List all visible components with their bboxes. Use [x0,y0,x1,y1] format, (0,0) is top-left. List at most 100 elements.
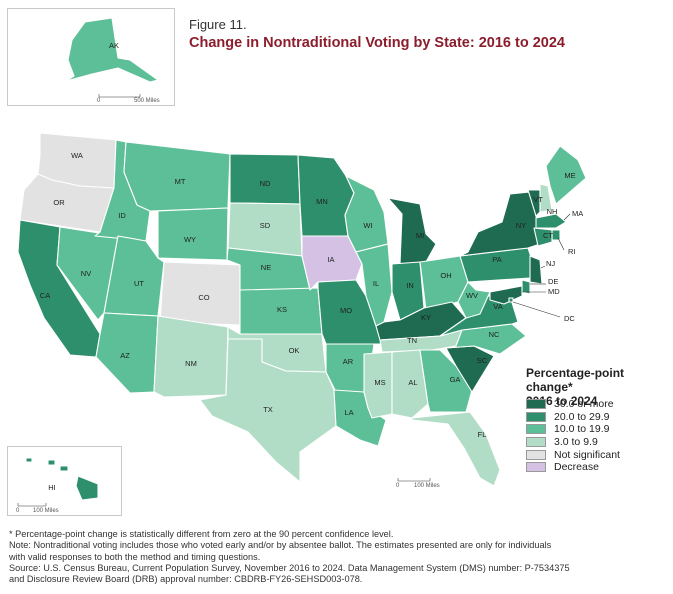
state-label-mo: MO [340,306,352,315]
legend-label: 10.0 to 19.9 [554,423,610,436]
state-label-tx: TX [263,405,273,414]
states-layer [17,17,587,501]
state-nj [529,255,543,285]
state-ny [459,191,541,257]
figure-label: Figure 11. [189,17,247,32]
legend-swatch [526,449,546,460]
state-label-sc: SC [477,356,488,365]
state-label-md: MD [548,287,560,296]
state-ri [551,229,561,241]
state-wi [344,175,389,253]
state-label-ok: OK [289,346,300,355]
state-tx [199,338,337,483]
state-label-mn: MN [316,197,328,206]
state-hi [25,457,99,501]
state-label-dc: DC [564,314,575,323]
state-wy [157,207,229,261]
state-label-il: IL [373,279,379,288]
legend-label: Decrease [554,461,599,474]
state-label-wa: WA [71,151,83,160]
note-line: and Disclosure Review Board (DRB) approv… [9,574,363,585]
state-al [391,349,429,419]
legend-swatch [526,424,546,435]
state-label-ne: NE [261,263,271,272]
state-ga [419,349,473,413]
legend-label: 3.0 to 9.9 [554,436,598,449]
state-label-az: AZ [120,351,130,360]
state-nh [539,183,553,213]
state-me [545,145,587,205]
legend-item: 30.0 or more [526,398,620,411]
state-label-nj: NJ [546,259,555,268]
state-label-me: ME [564,171,575,180]
legend: 30.0 or more 20.0 to 29.9 10.0 to 19.9 3.0 … [526,398,620,474]
state-ak [51,17,159,91]
state-label-nh: NH [547,207,558,216]
state-label-or: OR [53,198,65,207]
state-label-al: AL [408,378,417,387]
state-label-ca: CA [40,291,50,300]
state-label-ak: AK [109,41,119,50]
legend-swatch [526,399,546,410]
state-label-ar: AR [343,357,354,366]
state-label-mi: MI [416,231,424,240]
state-labels-layer: AK HI WA OR CA NV ID MT WY UT AZ CO NM ND SD NE KS OK TX MN… [40,41,583,492]
alaska-scale-label: 500 Miles [134,98,160,104]
hawaii-scale-label: 100 Miles [33,508,59,514]
state-label-oh: OH [440,271,451,280]
state-label-in: IN [406,281,414,290]
legend-item: 20.0 to 29.9 [526,411,620,424]
state-label-ct: CT [543,231,553,240]
state-label-nm: NM [185,359,197,368]
state-label-id: ID [118,211,126,220]
state-label-nc: NC [489,330,500,339]
alaska-scale-bar: 0 500 Miles [97,94,160,104]
legend-title-line1: Percentage-point change* [526,366,625,394]
state-fl [411,411,501,487]
state-label-nd: ND [260,179,271,188]
state-label-tn: TN [407,336,417,345]
legend-label: Not significant [554,448,620,461]
legend-label: 20.0 to 29.9 [554,410,610,423]
hawaii-scale-zero: 0 [16,508,20,514]
note-line: * Percentage-point change is statistical… [9,529,394,539]
state-nm [153,315,229,398]
leader-line-ri [557,237,565,251]
state-label-va: VA [493,302,502,311]
state-dc [508,297,514,303]
legend-item: Decrease [526,461,620,474]
legend-swatch [526,462,546,473]
state-label-ut: UT [134,279,144,288]
map-title: Change in Nontraditional Voting by State… [189,35,565,51]
state-label-ms: MS [374,378,385,387]
note-line: Note: Nontraditional voting includes tho… [9,540,552,551]
state-label-ma: MA [572,209,583,218]
state-mi [387,197,437,265]
state-label-sd: SD [260,221,271,230]
state-label-wy: WY [184,235,196,244]
state-ma [535,213,567,229]
notes-source-block: * Percentage-point change is statistical… [9,529,659,585]
note-line: with valid responses to both the method … [9,551,261,562]
state-label-mt: MT [175,177,186,186]
state-mn [297,154,355,237]
legend-swatch [526,437,546,448]
state-label-ri: RI [568,247,576,256]
alaska-scale-zero: 0 [97,98,101,104]
legend-item: 3.0 to 9.9 [526,436,620,449]
legend-label: 30.0 or more [554,398,614,411]
state-label-ks: KS [277,305,287,314]
state-label-vt: VT [533,195,543,204]
state-label-co: CO [198,293,209,302]
legend-item: 10.0 to 19.9 [526,423,620,436]
main-scale-label: 100 Miles [414,483,440,489]
state-label-ny: NY [516,221,526,230]
state-label-pa: PA [492,255,501,264]
state-label-nv: NV [81,269,91,278]
legend-item: Not significant [526,448,620,461]
state-ct [533,227,553,247]
state-nc [445,323,527,355]
legend-swatch [526,411,546,422]
state-label-la: LA [344,408,353,417]
